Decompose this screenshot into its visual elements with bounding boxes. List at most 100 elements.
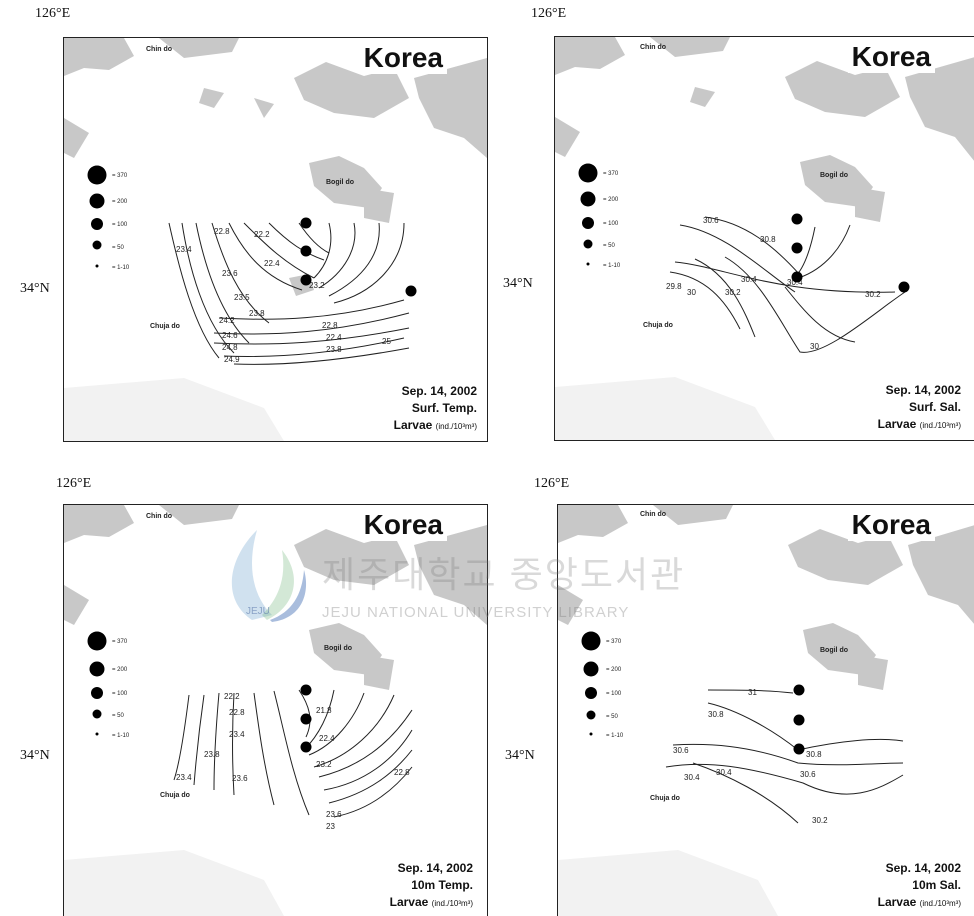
legend-label: = 1-10 [112, 265, 130, 271]
panel4-lat-label: 34°N [505, 748, 535, 763]
land-islands [64, 38, 487, 441]
map-title: Korea [359, 42, 447, 74]
map-caption: Sep. 14, 2002 Surf. Sal. Larvae (ind./10… [878, 382, 961, 434]
legend-symbol-200 [583, 661, 599, 677]
contour-label: 23.6 [222, 269, 238, 278]
caption-larvae: Larvae (ind./10³m³) [878, 416, 961, 434]
panel4-map-svg: 31 30.8 30.8 30.6 30.6 30.4 30.4 30.2 = … [558, 505, 974, 916]
contour-label: 23 [326, 822, 335, 831]
contour-label: 22.8 [214, 227, 230, 236]
place-label-chujado: Chuja do [650, 795, 680, 802]
size-legend: = 370 = 200 = 100 = 50 = 1-10 [87, 165, 130, 271]
panel1-lat-label: 34°N [20, 281, 50, 296]
caption-units: (ind./10³m³) [431, 899, 473, 908]
place-label-chujado: Chuja do [150, 323, 180, 330]
caption-larvae-word: Larvae [877, 895, 917, 909]
larvae-stations [300, 217, 417, 297]
panel3-lat-label: 34°N [20, 748, 50, 763]
panel3-lon-label: 126°E [56, 476, 92, 491]
legend-label: = 370 [606, 639, 622, 645]
station-marker [791, 213, 803, 225]
place-label-chujado: Chuja do [160, 792, 190, 799]
contour-label: 30.6 [673, 746, 689, 755]
contour-label: 23.2 [309, 281, 325, 290]
contour-label: 30.2 [812, 816, 828, 825]
contour-label: 23.8 [204, 750, 220, 759]
contour-label: 24.8 [222, 343, 238, 352]
panel2-lat-label: 34°N [503, 276, 533, 291]
legend-symbol-100 [91, 687, 103, 699]
caption-units: (ind./10³m³) [919, 421, 961, 430]
place-label-chujado: Chuja do [643, 322, 673, 329]
legend-symbol-1-10 [95, 732, 99, 736]
contour-label: 22.8 [229, 708, 245, 717]
contour-label: 30.8 [760, 235, 776, 244]
caption-date: Sep. 14, 2002 [401, 384, 477, 398]
map-title: Korea [359, 509, 447, 541]
legend-label: = 1-10 [112, 733, 130, 739]
legend-label: = 200 [603, 197, 619, 203]
size-legend: = 370 = 200 = 100 = 50 = 1-10 [581, 631, 624, 739]
contour-labels: 22.8 22.2 23.4 22.4 23.6 23.5 23.2 23.8 … [176, 227, 391, 364]
legend-label: = 200 [112, 667, 128, 673]
land-islands [555, 37, 974, 440]
contour-label: 30.4 [716, 768, 732, 777]
place-label-chindo: Chin do [146, 46, 172, 53]
contour-label: 24.6 [222, 331, 238, 340]
legend-symbol-50 [583, 239, 593, 249]
station-marker [300, 245, 312, 257]
place-label-bogildo: Bogil do [324, 645, 352, 652]
contour-label: 30.2 [725, 288, 741, 297]
caption-variable: 10m Sal. [912, 878, 961, 892]
contour-label: 31 [748, 688, 757, 697]
caption-larvae-word: Larvae [877, 417, 917, 431]
contour-label: 30.6 [800, 770, 816, 779]
station-marker [793, 684, 805, 696]
contour-label: 23.8 [326, 345, 342, 354]
map-title: Korea [847, 509, 935, 541]
legend-label: = 100 [112, 691, 128, 697]
legend-symbol-370 [87, 165, 107, 185]
legend-symbol-50 [586, 710, 596, 720]
legend-symbol-1-10 [586, 262, 590, 266]
legend-symbol-200 [89, 193, 105, 209]
contour-label: 22.4 [326, 333, 342, 342]
station-marker [300, 741, 312, 753]
contour-label: 23.6 [232, 774, 248, 783]
station-marker [791, 271, 803, 283]
contour-label: 23.8 [249, 309, 265, 318]
contour-label: 21.8 [316, 706, 332, 715]
station-marker [300, 713, 312, 725]
temperature-contours [168, 222, 410, 365]
map-caption: Sep. 14, 2002 10m Sal. Larvae (ind./10³m… [878, 860, 961, 912]
contour-label: 30.8 [708, 710, 724, 719]
contour-label: 29.8 [666, 282, 682, 291]
caption-variable: Surf. Temp. [411, 401, 477, 415]
contour-label: 30 [810, 342, 819, 351]
legend-label: = 50 [606, 714, 619, 720]
legend-symbol-200 [580, 191, 596, 207]
place-label-chindo: Chin do [640, 511, 666, 518]
map-caption: Sep. 14, 2002 Surf. Temp. Larvae (ind./1… [394, 383, 477, 435]
contour-label: 24.2 [219, 316, 235, 325]
panel2-lon-label: 126°E [531, 6, 567, 21]
caption-date: Sep. 14, 2002 [885, 383, 961, 397]
salinity-contours [665, 689, 904, 824]
panel1-lon-label: 126°E [35, 6, 71, 21]
station-marker [793, 743, 805, 755]
legend-symbol-1-10 [95, 264, 99, 268]
station-marker [791, 242, 803, 254]
contour-label: 22.2 [254, 230, 270, 239]
place-label-bogildo: Bogil do [820, 647, 848, 654]
contour-labels: 22.2 21.8 22.8 23.4 22.4 23.8 23.6 23.2 … [176, 692, 410, 831]
legend-label: = 100 [112, 222, 128, 228]
caption-larvae: Larvae (ind./10³m³) [394, 417, 477, 435]
contour-label: 22.4 [264, 259, 280, 268]
map-title: Korea [847, 41, 935, 73]
caption-larvae: Larvae (ind./10³m³) [390, 894, 473, 912]
contour-label: 25 [382, 337, 391, 346]
legend-symbol-370 [87, 631, 107, 651]
larvae-stations [793, 684, 805, 755]
caption-variable: Surf. Sal. [908, 400, 961, 414]
contour-label: 30.4 [741, 275, 757, 284]
